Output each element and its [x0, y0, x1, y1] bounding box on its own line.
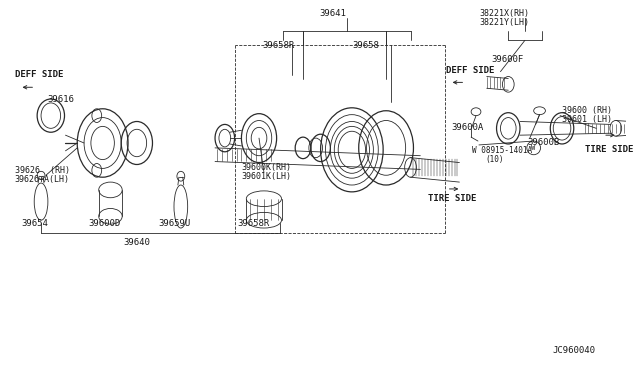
Text: 39616: 39616	[47, 94, 74, 103]
Text: 39600D: 39600D	[88, 219, 120, 228]
Text: TIRE SIDE: TIRE SIDE	[584, 145, 633, 154]
Text: 39641: 39641	[319, 9, 346, 19]
Text: 39626+A(LH): 39626+A(LH)	[15, 175, 70, 184]
Text: TIRE SIDE: TIRE SIDE	[428, 194, 477, 203]
Text: 39658R: 39658R	[262, 41, 294, 50]
Text: 39601K(LH): 39601K(LH)	[241, 172, 291, 181]
Text: DEFF SIDE: DEFF SIDE	[445, 66, 494, 75]
Text: 39600A: 39600A	[452, 123, 484, 132]
Text: 39659U: 39659U	[158, 219, 191, 228]
Text: 39600 (RH): 39600 (RH)	[562, 106, 612, 115]
Text: 39640: 39640	[124, 238, 150, 247]
Text: 39601 (LH): 39601 (LH)	[562, 115, 612, 124]
Circle shape	[527, 141, 541, 155]
Text: 38221X(RH): 38221X(RH)	[479, 9, 529, 19]
Text: 39658R: 39658R	[237, 219, 270, 228]
Text: W: W	[531, 145, 535, 151]
Text: 39600K(RH): 39600K(RH)	[241, 163, 291, 172]
Text: 39654: 39654	[22, 219, 49, 228]
Text: 39658: 39658	[352, 41, 379, 50]
Text: 39600F: 39600F	[492, 55, 524, 64]
Text: W 08915-1401A: W 08915-1401A	[472, 146, 532, 155]
Text: DEFF SIDE: DEFF SIDE	[15, 70, 63, 79]
Text: 39626  (RH): 39626 (RH)	[15, 166, 70, 175]
Text: (10): (10)	[486, 155, 504, 164]
Text: JC960040: JC960040	[552, 346, 595, 355]
Text: 38221Y(LH): 38221Y(LH)	[479, 18, 529, 27]
Text: 39600B: 39600B	[528, 138, 560, 147]
